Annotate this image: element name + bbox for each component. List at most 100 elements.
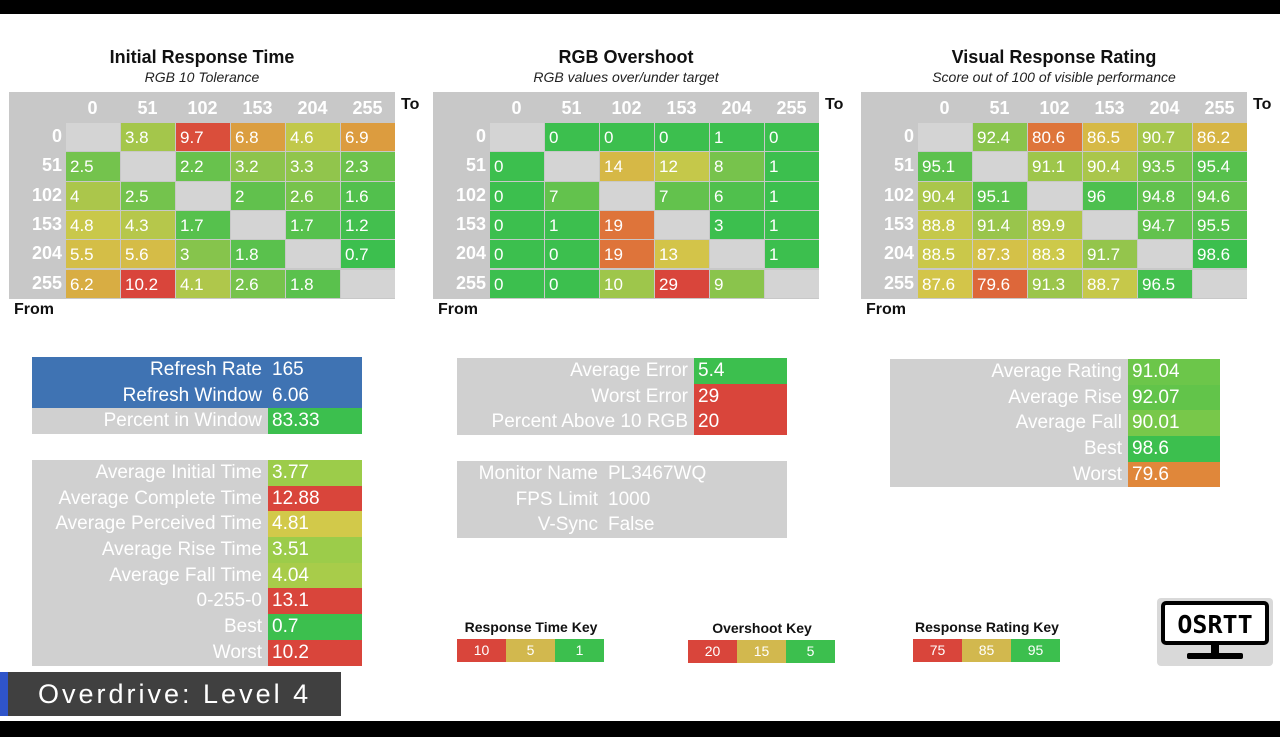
heatmap-cell: 90.4 bbox=[918, 181, 972, 210]
heatmap-cell: 7 bbox=[655, 181, 709, 210]
heatmap-cell: 95.4 bbox=[1193, 152, 1247, 181]
heatmap-cell: 6.2 bbox=[66, 269, 120, 298]
panel-title: Visual Response Rating bbox=[951, 47, 1157, 67]
heatmap-cell: 80.6 bbox=[1028, 123, 1082, 152]
heatmap-cell: 1 bbox=[765, 210, 819, 240]
heatmap-cell: 89.9 bbox=[1028, 210, 1082, 240]
stat-row: Refresh Window 6.06 bbox=[32, 382, 362, 409]
empty-cell bbox=[176, 181, 230, 210]
heatmap-cell: 1.2 bbox=[341, 210, 395, 240]
column-header: 0 bbox=[939, 98, 950, 118]
heatmap-grid: 0 0 51 51 102 102 153 153 204 204 255 255 0 0 0 1 0 0 14 12… bbox=[433, 92, 853, 332]
column-header: 255 bbox=[776, 98, 807, 118]
key-cell: 5 bbox=[786, 640, 835, 663]
stat-row: Worst 79.6 bbox=[890, 461, 1220, 488]
heatmap-cell: 0 bbox=[490, 152, 544, 181]
row-header: 204 bbox=[883, 243, 914, 264]
column-header: 102 bbox=[611, 98, 642, 118]
key-cell: 15 bbox=[737, 640, 786, 663]
stat-value: 1000 bbox=[604, 486, 787, 513]
from-label: From bbox=[14, 300, 54, 318]
heatmap-cell: 29 bbox=[655, 269, 709, 298]
row-header: 153 bbox=[31, 213, 62, 234]
heatmap-cell: 0 bbox=[490, 181, 544, 210]
empty-cell bbox=[1138, 240, 1192, 269]
empty-cell bbox=[600, 181, 654, 210]
column-header: 51 bbox=[561, 98, 582, 118]
stat-label: Worst bbox=[890, 461, 1128, 488]
response-time-key: Response Time Key 10 5 1 bbox=[457, 619, 605, 662]
empty-cell bbox=[765, 269, 819, 298]
column-header: 102 bbox=[187, 98, 218, 118]
stat-value: 98.6 bbox=[1128, 436, 1220, 462]
stat-label: Refresh Window bbox=[32, 382, 268, 409]
stat-row: FPS Limit 1000 bbox=[457, 486, 787, 513]
column-header: 51 bbox=[137, 98, 158, 118]
heatmap-cell: 88.5 bbox=[918, 240, 972, 269]
stat-label: Average Rise bbox=[890, 384, 1128, 411]
heatmap-cell: 3.3 bbox=[286, 152, 340, 181]
stat-value: 0.7 bbox=[268, 614, 362, 640]
stat-value: 4.04 bbox=[268, 562, 362, 589]
empty-cell bbox=[341, 269, 395, 298]
monitor-logo-icon: OSRTT bbox=[1161, 601, 1269, 659]
key-cells: 75 85 95 bbox=[913, 639, 1061, 662]
heatmap-cell: 19 bbox=[600, 240, 654, 269]
empty-cell bbox=[490, 123, 544, 152]
heatmap-cell: 1 bbox=[765, 152, 819, 181]
row-header: 204 bbox=[455, 243, 486, 264]
column-header: 153 bbox=[1094, 98, 1125, 118]
stat-label: FPS Limit bbox=[457, 486, 604, 513]
heatmap-cell: 3.8 bbox=[121, 123, 175, 152]
heatmap-cell: 19 bbox=[600, 210, 654, 240]
heatmap-cell: 2.2 bbox=[176, 152, 230, 181]
row-header: 0 bbox=[51, 126, 62, 146]
stat-value: 13.1 bbox=[268, 588, 362, 615]
stat-value: 20 bbox=[694, 409, 787, 436]
stat-row: Worst Error 29 bbox=[457, 383, 787, 410]
key-cell: 10 bbox=[457, 639, 506, 662]
stat-value: 5.4 bbox=[694, 358, 787, 384]
response-rating-key: Response Rating Key 75 85 95 bbox=[913, 619, 1061, 662]
empty-cell bbox=[973, 152, 1027, 181]
stat-row: Worst 10.2 bbox=[32, 639, 362, 666]
time-stats-table: Average Initial Time 3.77 Average Complete… bbox=[32, 460, 362, 666]
empty-cell bbox=[1193, 269, 1247, 298]
stat-row: Average Initial Time 3.77 bbox=[32, 460, 362, 486]
heatmap-cell: 1.7 bbox=[176, 210, 230, 240]
column-header: 0 bbox=[511, 98, 522, 118]
stat-value: 83.33 bbox=[268, 408, 362, 435]
heatmap-cell: 0 bbox=[545, 269, 599, 298]
heatmap-cell: 1 bbox=[765, 181, 819, 210]
heatmap-cell: 0 bbox=[545, 123, 599, 152]
stat-label: Refresh Rate bbox=[32, 357, 268, 383]
from-label: From bbox=[866, 300, 906, 318]
to-label: To bbox=[1253, 96, 1272, 113]
from-label: From bbox=[438, 300, 478, 318]
heatmap-cell: 0 bbox=[490, 210, 544, 240]
stat-label: Worst bbox=[32, 639, 268, 666]
heatmap-cell: 1 bbox=[765, 240, 819, 269]
osrtt-logo: OSRTT bbox=[1157, 598, 1273, 666]
empty-cell bbox=[1028, 181, 1082, 210]
heatmap-cell: 88.3 bbox=[1028, 240, 1082, 269]
row-header: 255 bbox=[455, 272, 486, 293]
heatmap-cell: 4.8 bbox=[66, 210, 120, 240]
stat-label: Percent Above 10 RGB bbox=[457, 409, 694, 436]
heatmap-cell: 12 bbox=[655, 152, 709, 181]
empty-cell bbox=[918, 123, 972, 152]
heatmap-cell: 6.8 bbox=[231, 123, 285, 152]
heatmap-cell: 3.2 bbox=[231, 152, 285, 181]
stat-row: Average Error 5.4 bbox=[457, 358, 787, 384]
overdrive-banner: Overdrive: Level 4 bbox=[0, 672, 341, 716]
empty-cell bbox=[710, 240, 764, 269]
heatmap-cell: 86.5 bbox=[1083, 123, 1137, 152]
heatmap-cell: 95.1 bbox=[918, 152, 972, 181]
stat-label: Average Fall bbox=[890, 410, 1128, 437]
row-header: 102 bbox=[31, 184, 62, 205]
heatmap-cell: 1.8 bbox=[286, 269, 340, 298]
heatmap-cell: 10.2 bbox=[121, 269, 175, 298]
heatmap-grid: 0 0 51 51 102 102 153 153 204 204 255 255 3.8 9.7 6.8 4… bbox=[9, 92, 429, 332]
column-header: 204 bbox=[297, 98, 328, 118]
heatmap-cell: 2.6 bbox=[286, 181, 340, 210]
